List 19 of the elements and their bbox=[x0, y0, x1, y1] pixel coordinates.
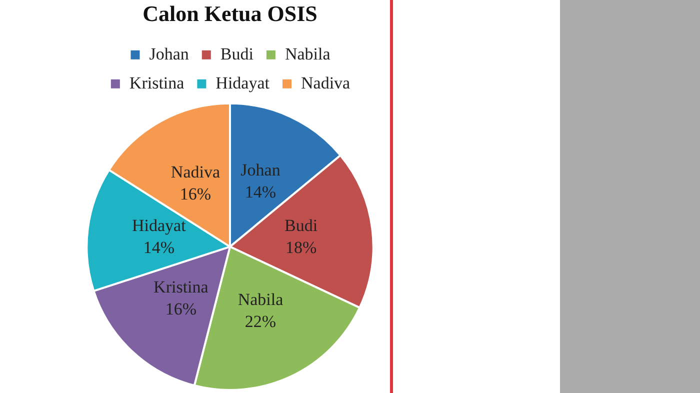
legend-label: Kristina bbox=[129, 73, 185, 92]
data-label: 16% bbox=[165, 299, 197, 318]
slice-label: Nadiva bbox=[170, 162, 220, 182]
data-label: 22% bbox=[244, 312, 276, 331]
chart-title: Calon Ketua OSIS bbox=[142, 0, 318, 26]
slice-label: Johan bbox=[240, 160, 281, 180]
slice-label: Hidayat bbox=[132, 216, 186, 236]
legend-label: Budi bbox=[220, 44, 254, 64]
data-label: 18% bbox=[286, 238, 317, 258]
slice-label: Kristina bbox=[154, 277, 209, 296]
data-label: 14% bbox=[143, 238, 174, 258]
data-label: 16% bbox=[180, 184, 212, 204]
slice-label: Budi bbox=[284, 216, 318, 236]
legend-label: Nadiva bbox=[300, 73, 351, 92]
data-label: 14% bbox=[244, 182, 276, 202]
legend-label: Nabila bbox=[284, 44, 331, 64]
legend-label: Johan bbox=[149, 44, 190, 64]
slice-label: Nabila bbox=[238, 290, 284, 309]
legend-label: Hidayat bbox=[216, 73, 270, 92]
